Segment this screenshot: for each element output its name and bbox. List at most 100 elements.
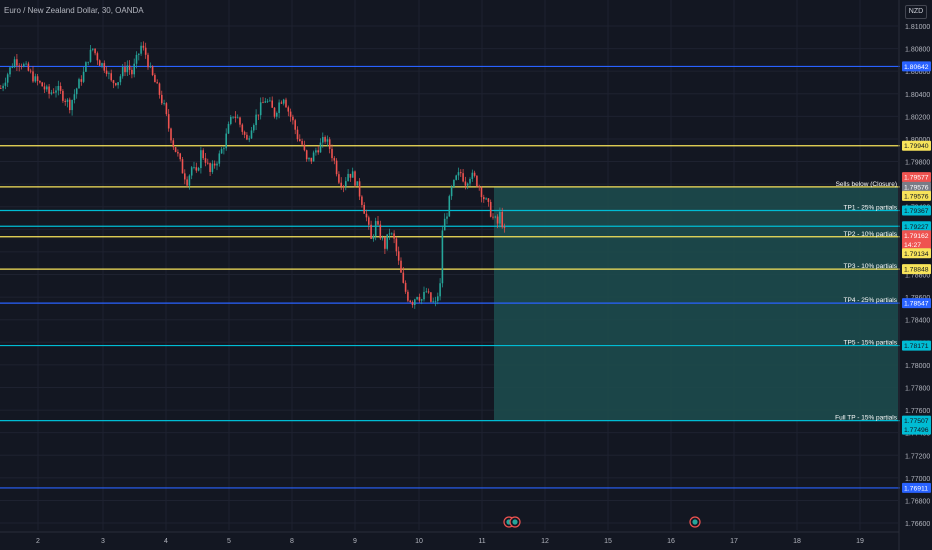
candle-body	[73, 94, 76, 101]
candle-body	[117, 82, 119, 86]
candle-body	[338, 174, 340, 183]
x-tick-label: 4	[164, 538, 168, 545]
level-label: Full TP - 15% partials	[835, 415, 898, 422]
candle-body	[483, 197, 485, 200]
event-icon[interactable]	[509, 516, 521, 528]
candle-body	[234, 116, 237, 118]
candle-body	[282, 99, 285, 104]
candle-body	[250, 130, 253, 139]
candle-body	[246, 134, 248, 140]
candle-body	[397, 251, 400, 261]
candle-body	[151, 66, 154, 76]
x-tick-label: 9	[353, 538, 357, 545]
y-tick-label: 1.77600	[905, 408, 930, 415]
candle-body	[126, 65, 129, 73]
candle-body	[4, 82, 7, 86]
candle-body	[78, 79, 80, 89]
candle-body	[326, 139, 329, 142]
candle-body	[310, 157, 313, 162]
candle-body	[92, 48, 94, 50]
x-tick-label: 15	[604, 538, 612, 545]
candle-body	[264, 101, 267, 103]
level-label: Sells below (Closure)	[836, 181, 897, 188]
candle-body	[96, 53, 99, 61]
candle-body	[368, 217, 370, 225]
candle-body	[9, 67, 11, 75]
candle-body	[167, 114, 170, 129]
candle-body	[437, 296, 439, 301]
candle-body	[308, 157, 310, 160]
candle-body	[41, 82, 43, 87]
candle-body	[269, 100, 271, 102]
candle-body	[138, 53, 140, 55]
candle-body	[455, 175, 457, 180]
candle-body	[161, 94, 163, 104]
y-tick-label: 1.79800	[905, 160, 930, 167]
y-tick-label: 1.76800	[905, 498, 930, 505]
candle-body	[280, 102, 283, 104]
candle-body	[135, 54, 138, 64]
y-tick-label: 1.80800	[905, 47, 930, 54]
candle-body	[239, 117, 241, 125]
candle-body	[299, 139, 301, 142]
candle-body	[469, 178, 471, 184]
event-icon[interactable]	[689, 516, 701, 528]
candle-body	[301, 141, 303, 145]
level-labels-layer: Sells below (Closure) TP1 - 25% partials T…	[835, 181, 898, 422]
candle-body	[358, 181, 361, 197]
price-label-bg	[902, 140, 931, 151]
candle-body	[34, 76, 37, 82]
price-label: 1.79162	[904, 233, 929, 240]
candle-body	[292, 116, 294, 121]
price-label-bg	[902, 264, 931, 275]
candle-body	[374, 221, 377, 236]
candle-body	[377, 221, 379, 225]
candle-body	[69, 99, 71, 111]
candle-body	[303, 144, 306, 151]
currency-button[interactable]: NZD	[905, 5, 927, 19]
candle-body	[193, 167, 195, 169]
price-label: 1.78848	[904, 267, 929, 274]
candle-body	[395, 238, 398, 252]
candle-body	[289, 111, 292, 117]
candle-body	[20, 65, 23, 67]
x-tick-label: 5	[227, 538, 231, 545]
candle-body	[487, 198, 490, 202]
candle-body	[121, 67, 124, 77]
candle-body	[423, 291, 425, 300]
candle-body	[473, 172, 476, 176]
candle-body	[285, 99, 287, 108]
candle-body	[115, 83, 117, 86]
candle-body	[209, 163, 211, 172]
x-tick-label: 16	[667, 538, 675, 545]
candle-body	[333, 158, 336, 161]
candle-body	[71, 100, 73, 111]
candle-body	[124, 67, 126, 73]
price-label: 14:27	[904, 242, 921, 249]
candle-body	[36, 76, 39, 82]
candle-body	[112, 80, 115, 84]
candle-body	[255, 114, 257, 126]
candle-body	[257, 114, 260, 116]
candle-body	[312, 152, 315, 162]
candle-body	[340, 182, 342, 187]
candle-body	[147, 54, 149, 68]
y-tick-label: 1.77000	[905, 476, 930, 483]
price-label: 1.78171	[904, 343, 929, 350]
candle-body	[225, 133, 227, 149]
candle-body	[82, 71, 85, 82]
candle-body	[243, 131, 246, 135]
price-label: 1.79367	[904, 208, 929, 215]
y-tick-label: 1.81000	[905, 24, 930, 31]
candle-body	[236, 117, 239, 119]
candle-body	[315, 150, 317, 153]
candle-body	[64, 100, 66, 102]
candle-body	[499, 211, 501, 224]
candle-body	[165, 103, 168, 115]
candle-body	[25, 63, 27, 65]
candle-body	[131, 69, 133, 75]
chart-title: Euro / New Zealand Dollar, 30, OANDA	[4, 6, 144, 15]
price-label-bg	[902, 230, 931, 241]
price-label-bg	[902, 181, 931, 192]
